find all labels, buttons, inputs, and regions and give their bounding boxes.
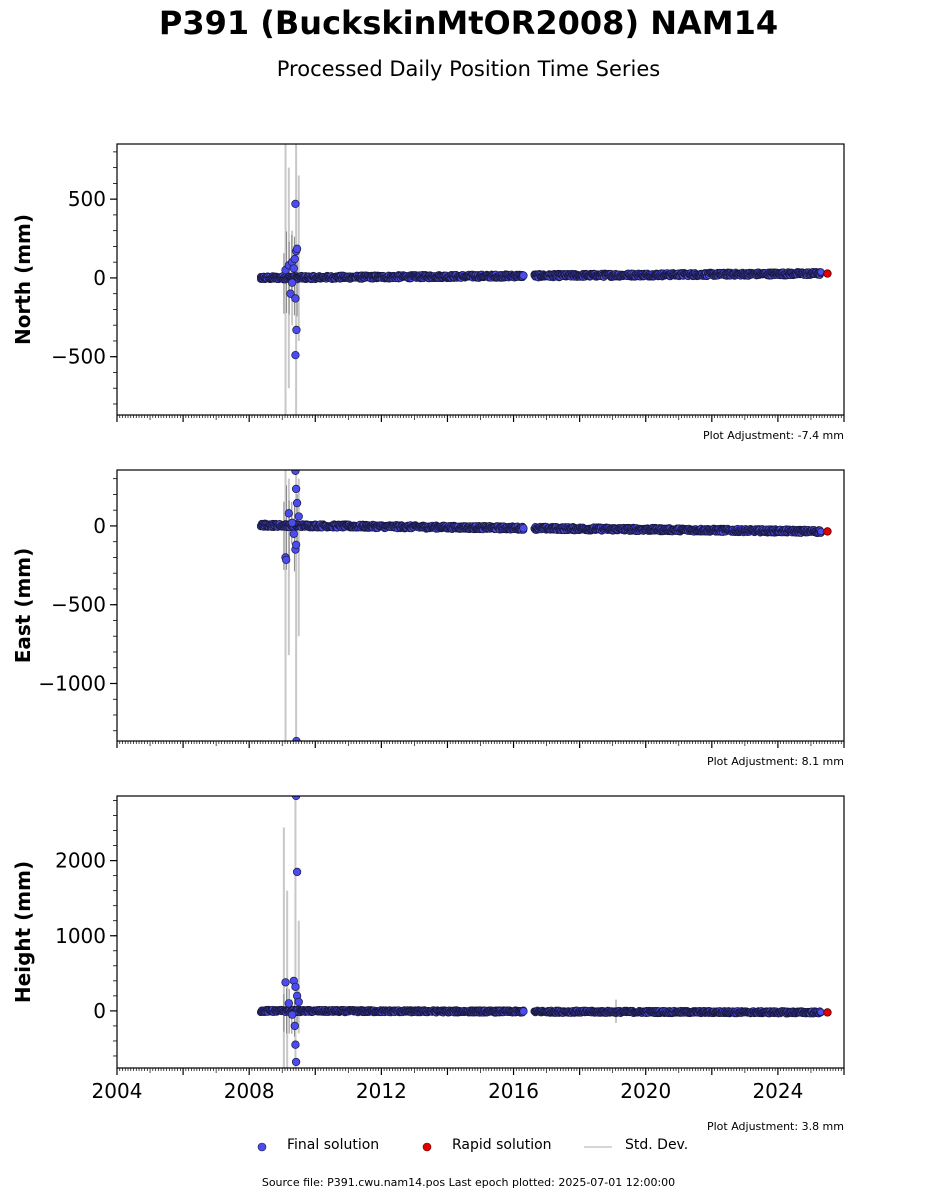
x-tick-label: 2004 (92, 1079, 143, 1103)
north-final-point (291, 199, 300, 209)
east-final-point (292, 736, 301, 741)
north-y-tick-label: 500 (68, 187, 106, 211)
east-final-point (519, 524, 528, 533)
east-final-point (287, 518, 297, 527)
north-final-point (290, 254, 299, 264)
final-solution-legend-marker (257, 1142, 267, 1152)
north-final-point (286, 289, 295, 298)
height-final-point (290, 1021, 299, 1031)
north-final-point (292, 244, 302, 253)
height-final-point (294, 997, 303, 1007)
height-axes-frame (116, 795, 845, 1069)
north-final-point (291, 350, 300, 360)
chart-subtitle: Processed Daily Position Time Series (276, 57, 661, 81)
east-final-point (284, 509, 293, 518)
height-final-point (287, 1010, 297, 1019)
north-final-point (292, 325, 301, 335)
height-y-tick-label: 1000 (55, 924, 106, 948)
east-final-point (282, 555, 291, 564)
north-rapid-point (823, 269, 832, 278)
north-final-point (289, 264, 298, 273)
height-final-point (284, 999, 293, 1008)
height-y-tick-label: 0 (93, 999, 106, 1023)
north-final-series (256, 268, 825, 284)
east-final-point (294, 512, 303, 521)
legend: Final solution Rapid solution Std. Dev. (0, 1137, 937, 1157)
north-final-point (519, 271, 528, 280)
east-final-series (256, 519, 825, 537)
east-final-point (291, 484, 301, 494)
north-panel: 500 0 −500 North (mm) Plot Adjustment: -7.4 … (11, 143, 845, 442)
height-final-point (291, 1057, 301, 1067)
x-tick-label: 2024 (752, 1079, 803, 1103)
height-final-point (292, 867, 302, 877)
north-y-tick-label: −500 (51, 345, 106, 369)
north-y-tick-label: 0 (93, 266, 106, 290)
rapid-solution-legend-label: Rapid solution (452, 1137, 552, 1153)
north-y-axis-label: North (mm) (11, 214, 35, 345)
east-plot-area (256, 470, 832, 741)
height-y-tick-label: 2000 (55, 849, 106, 873)
east-final-point (291, 470, 300, 475)
height-final-point (281, 978, 290, 987)
east-plot-adjustment: Plot Adjustment: 8.1 mm (707, 755, 844, 768)
source-file-note: Source file: P391.cwu.nam14.pos Last epo… (261, 1176, 676, 1189)
east-y-tick-label: −1000 (38, 671, 106, 695)
height-final-point (817, 1008, 825, 1016)
east-final-point (817, 527, 825, 536)
east-final-point (292, 498, 302, 508)
east-rapid-point (823, 527, 832, 536)
height-rapid-point (823, 1008, 832, 1017)
height-plot-area (256, 796, 832, 1068)
x-tick-label: 2020 (620, 1079, 671, 1103)
x-tick-label: 2008 (224, 1079, 275, 1103)
rapid-solution-legend-marker (422, 1142, 432, 1152)
east-final-point (289, 529, 298, 538)
east-final-point (291, 540, 301, 549)
height-plot-adjustment: Plot Adjustment: 3.8 mm (707, 1120, 844, 1133)
north-plot-area (256, 144, 832, 415)
x-tick-label: 2016 (488, 1079, 539, 1103)
east-y-axis-label: East (mm) (11, 548, 35, 664)
height-panel: 2000 1000 0 2004 2008 2012 2016 2020 2024 Height … (11, 795, 845, 1133)
east-y-tick-label: −500 (51, 593, 106, 617)
height-final-point (291, 982, 300, 992)
height-y-axis-label: Height (mm) (11, 861, 35, 1003)
height-final-point (291, 1040, 300, 1049)
north-final-point (291, 294, 300, 303)
north-final-point (817, 268, 825, 276)
chart-title: P391 (BuckskinMtOR2008) NAM14 (158, 4, 779, 42)
east-y-tick-label: 0 (93, 514, 106, 538)
final-solution-legend-label: Final solution (287, 1137, 380, 1153)
north-plot-adjustment: Plot Adjustment: -7.4 mm (703, 429, 844, 442)
height-final-series (256, 1005, 825, 1018)
height-final-point (519, 1007, 528, 1016)
std-dev-legend-label: Std. Dev. (625, 1137, 689, 1153)
north-final-point (287, 278, 297, 287)
east-axes-frame (116, 469, 845, 742)
x-tick-label: 2012 (356, 1079, 407, 1103)
std-dev-legend-marker (584, 1146, 612, 1148)
